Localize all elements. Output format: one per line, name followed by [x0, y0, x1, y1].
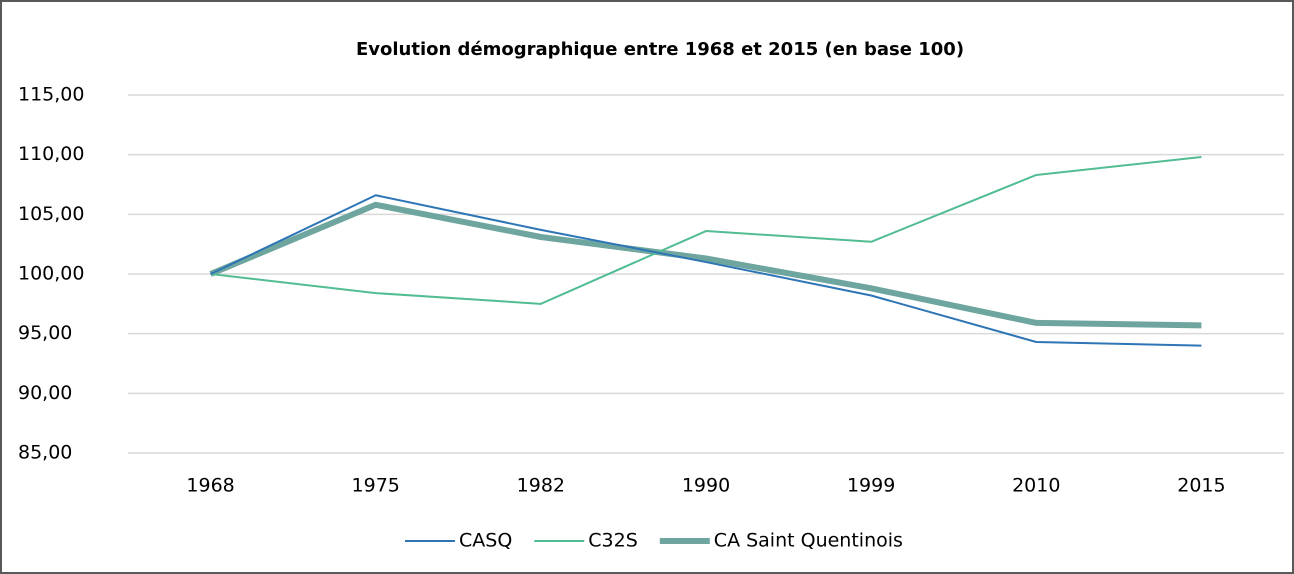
legend-label: CA Saint Quentinois: [714, 530, 903, 552]
x-tick-label: 2015: [1177, 475, 1225, 497]
x-tick-label: 1990: [682, 475, 730, 497]
x-tick-label: 1968: [186, 475, 234, 497]
legend-label: C32S: [588, 530, 638, 552]
y-tick-label: 95,00: [18, 322, 72, 344]
y-tick-label: 115,00: [18, 84, 84, 106]
series-line: [210, 194, 1202, 347]
series-line: [210, 156, 1202, 305]
x-tick-label: 2010: [1012, 475, 1060, 497]
y-tick-label: 85,00: [18, 442, 72, 464]
y-tick-label: 110,00: [18, 143, 84, 165]
series-line: [209, 201, 1202, 329]
x-tick-label: 1975: [352, 475, 400, 497]
y-tick-label: 100,00: [18, 263, 84, 285]
chart-title: Evolution démographique entre 1968 et 20…: [356, 39, 964, 60]
x-tick-label: 1982: [517, 475, 565, 497]
x-tick-label: 1999: [847, 475, 895, 497]
legend-label: CASQ: [459, 530, 512, 552]
y-tick-label: 90,00: [18, 382, 72, 404]
y-tick-label: 105,00: [18, 203, 84, 225]
